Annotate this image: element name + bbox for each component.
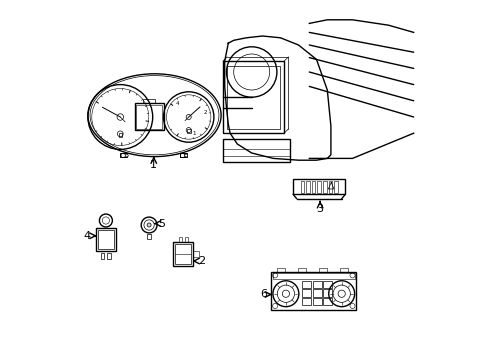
Bar	[305, 181, 309, 193]
Bar	[96, 228, 116, 251]
Text: 4: 4	[83, 231, 91, 241]
Bar	[334, 181, 337, 193]
Bar	[322, 281, 331, 288]
Bar	[328, 181, 331, 193]
Circle shape	[184, 154, 187, 157]
Circle shape	[125, 154, 128, 157]
Bar	[276, 268, 284, 272]
Ellipse shape	[90, 76, 219, 155]
Text: 4: 4	[175, 101, 179, 106]
Text: 3: 3	[316, 204, 323, 214]
Bar	[340, 268, 347, 272]
Bar	[272, 273, 354, 279]
Bar	[179, 153, 186, 157]
Bar	[227, 66, 279, 129]
Bar	[98, 230, 113, 249]
Bar	[101, 253, 104, 259]
Bar	[292, 179, 345, 194]
Bar	[136, 105, 162, 129]
Bar	[323, 181, 326, 193]
Text: 5: 5	[158, 219, 165, 229]
Circle shape	[147, 223, 151, 227]
Bar	[223, 139, 289, 162]
Bar	[300, 181, 304, 193]
Bar	[118, 133, 122, 137]
Bar	[317, 181, 320, 193]
Bar	[223, 61, 284, 133]
Bar	[175, 244, 191, 264]
Text: 6: 6	[260, 289, 266, 300]
Bar	[187, 129, 190, 132]
Bar	[312, 298, 321, 305]
Text: 1: 1	[192, 131, 196, 136]
Text: 1: 1	[150, 159, 157, 170]
Text: 2: 2	[197, 256, 204, 266]
Bar	[302, 298, 310, 305]
Bar	[193, 251, 198, 257]
Bar	[318, 268, 326, 272]
Bar	[179, 237, 182, 242]
Bar	[322, 298, 331, 305]
Bar	[312, 289, 321, 297]
Bar	[134, 103, 163, 130]
Bar	[302, 289, 310, 297]
Bar	[107, 253, 110, 259]
Bar	[143, 99, 155, 103]
Bar	[184, 237, 187, 242]
Bar	[302, 281, 310, 288]
Bar	[297, 268, 305, 272]
Bar	[146, 234, 151, 239]
Bar	[311, 181, 315, 193]
Bar	[120, 153, 127, 157]
Bar	[271, 272, 355, 310]
Bar	[312, 281, 321, 288]
Bar	[322, 289, 331, 297]
Bar	[173, 242, 193, 266]
Text: 2: 2	[203, 110, 207, 115]
